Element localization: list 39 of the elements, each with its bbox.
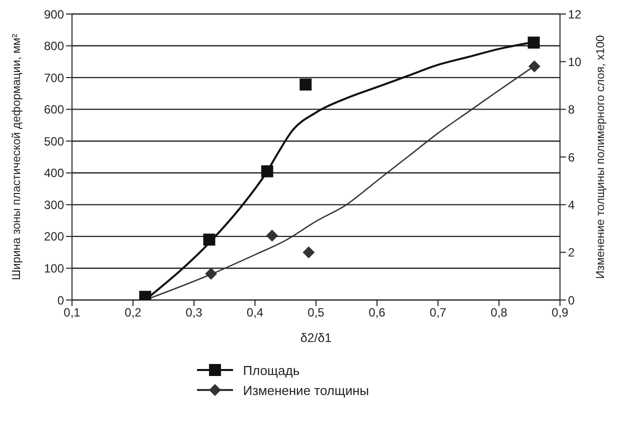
x-tick-label: 0,8 [490, 306, 508, 320]
y-tick-label: 0 [57, 293, 64, 308]
y-tick-label: 100 [44, 261, 64, 276]
y-tick-label: 600 [44, 102, 64, 117]
point [528, 36, 540, 49]
y2-tick-label: 6 [568, 150, 575, 164]
x-tick-label: 0,5 [308, 306, 325, 320]
y-tick-label: 500 [44, 134, 64, 148]
y2-tick-label: 8 [568, 102, 575, 117]
y2-tick-label: 10 [568, 54, 582, 69]
x-tick-label: 0,4 [246, 306, 264, 320]
y-tick-label: 300 [44, 198, 64, 212]
y2-axis-title: Изменение толщины полимерного слоя, x100 [595, 35, 607, 279]
point [261, 165, 274, 178]
legend-label: Изменение толщины [243, 382, 369, 398]
x-tick-label: 0,9 [552, 306, 569, 320]
y-tick-label: 800 [44, 39, 64, 54]
point [302, 246, 315, 258]
y-axis-title: Ширина зоны пластической деформации, мм² [11, 34, 23, 280]
point [266, 230, 278, 242]
point [203, 234, 216, 246]
y-tick-label: 200 [44, 230, 64, 244]
y2-tick-label: 4 [568, 198, 575, 212]
y2-tick-label: 0 [568, 293, 575, 308]
y-tick-label: 400 [44, 166, 64, 180]
y-tick-label: 900 [44, 7, 64, 22]
point [205, 268, 218, 280]
x-tick-label: 0,2 [124, 306, 142, 320]
y2-tick-label: 12 [568, 7, 582, 22]
x-tick-label: 0,3 [186, 306, 203, 320]
x-tick-label: 0,1 [64, 306, 81, 320]
x-tick-label: 0,6 [368, 306, 386, 320]
y2-tick-label: 2 [568, 246, 575, 260]
y-tick-label: 700 [44, 70, 64, 85]
x-tick-label: 0,7 [430, 306, 447, 320]
x-axis-title: δ2/δ1 [300, 331, 332, 345]
legend-label: Площадь [243, 362, 300, 378]
point [300, 78, 312, 91]
point [528, 60, 540, 72]
